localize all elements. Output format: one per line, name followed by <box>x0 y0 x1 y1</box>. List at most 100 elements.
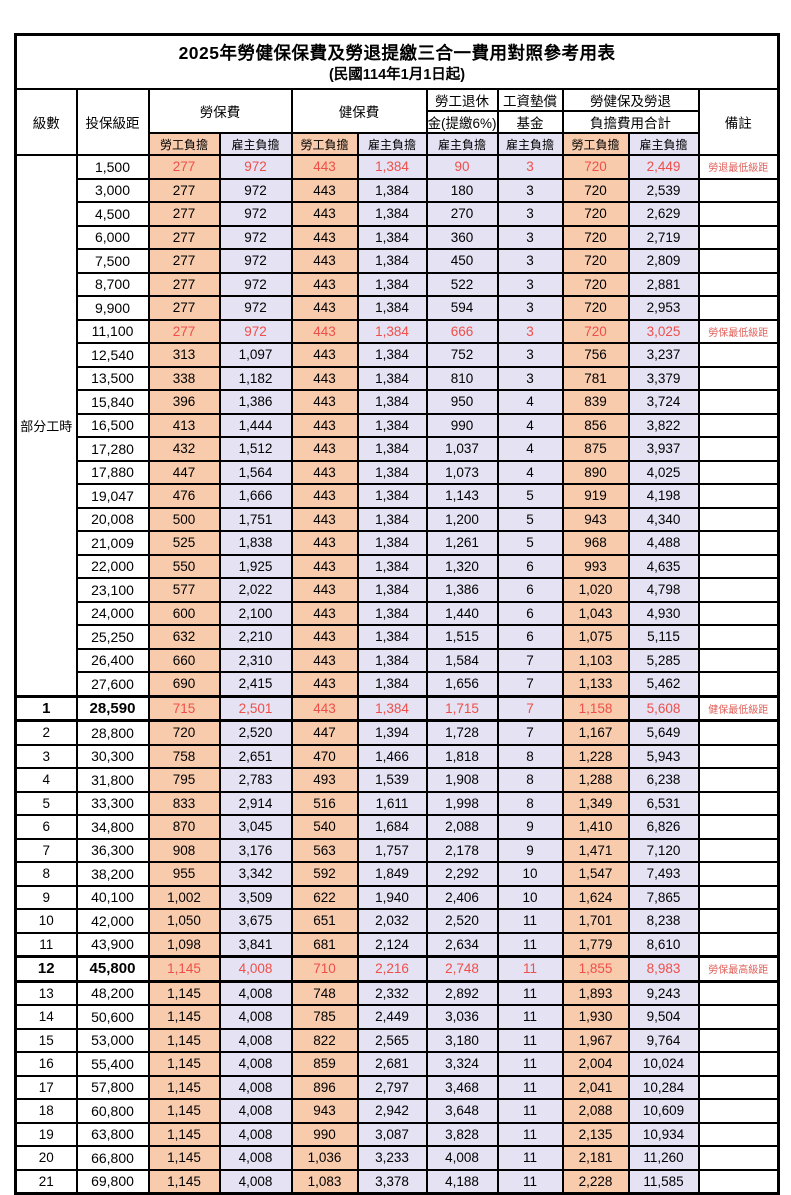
value-cell: 4,008 <box>218 1027 293 1053</box>
value-cell: 972 <box>218 295 293 321</box>
table-row: 3 30,300 758 2,651 470 1,466 1,818 8 1,228 5,943 <box>14 743 780 769</box>
value-cell: 1,182 <box>218 365 293 391</box>
value-cell: 3,087 <box>356 1121 428 1147</box>
value-cell: 870 <box>147 814 221 840</box>
value-cell: 720 <box>561 224 630 250</box>
value-cell: 2,088 <box>425 814 499 840</box>
value-cell: 1,167 <box>561 719 630 746</box>
value-cell: 11,585 <box>627 1168 700 1195</box>
value-cell: 5 <box>496 530 564 556</box>
value-cell: 1,384 <box>356 600 428 626</box>
value-cell: 1,410 <box>561 814 630 840</box>
value-cell: 9,504 <box>627 1004 700 1030</box>
remark-cell <box>697 743 780 769</box>
value-cell: 9 <box>496 814 564 840</box>
value-cell: 1,440 <box>425 600 499 626</box>
value-cell: 443 <box>290 600 359 626</box>
value-cell: 2,022 <box>218 577 293 603</box>
value-cell: 11 <box>496 1074 564 1100</box>
title-row: 2025年勞健保保費及勞退提繳三合一費用對照參考用表 (民國114年1月1日起) <box>14 33 780 90</box>
remark-cell: 勞保最低級距 <box>697 318 780 344</box>
level-cell: 15 <box>14 1027 78 1053</box>
value-cell: 1,145 <box>147 955 221 983</box>
value-cell: 856 <box>561 412 630 438</box>
value-cell: 1,384 <box>356 365 428 391</box>
table-row: 13 48,200 1,145 4,008 748 2,332 2,892 11 1,893 9,… <box>14 980 780 1006</box>
value-cell: 1,384 <box>356 177 428 203</box>
value-cell: 443 <box>290 483 359 509</box>
table-row: 17,880 447 1,564 443 1,384 1,073 4 890 4,025 <box>16 459 780 485</box>
value-cell: 1,384 <box>356 318 428 344</box>
value-cell: 90 <box>425 154 499 180</box>
value-cell: 1,384 <box>356 224 428 250</box>
level-group-label: 部分工時 <box>14 154 78 697</box>
value-cell: 4 <box>496 412 564 438</box>
value-cell: 4,025 <box>627 459 700 485</box>
value-cell: 1,002 <box>147 884 221 910</box>
value-cell: 4,008 <box>218 1004 293 1030</box>
value-cell: 3,675 <box>218 908 293 934</box>
table-row: 18 60,800 1,145 4,008 943 2,942 3,648 11 2,088 10… <box>14 1098 780 1124</box>
value-cell: 2,942 <box>356 1098 428 1124</box>
value-cell: 972 <box>218 271 293 297</box>
remark-cell <box>697 248 780 274</box>
value-cell: 4,008 <box>218 1121 293 1147</box>
value-cell: 3,237 <box>627 342 700 368</box>
value-cell: 7 <box>496 719 564 746</box>
value-cell: 6 <box>496 577 564 603</box>
remark-cell: 勞保最高級距 <box>697 955 780 983</box>
value-cell: 1,715 <box>425 694 499 722</box>
value-cell: 3 <box>496 295 564 321</box>
value-cell: 4,198 <box>627 483 700 509</box>
value-cell: 443 <box>290 389 359 415</box>
remark-cell <box>697 271 780 297</box>
value-cell: 756 <box>561 342 630 368</box>
bracket-cell: 45,800 <box>75 955 150 983</box>
value-cell: 5,285 <box>627 647 700 673</box>
table-row: 27,600 690 2,415 443 1,384 1,656 7 1,133 5,462 <box>16 671 780 697</box>
value-cell: 1,320 <box>425 553 499 579</box>
bracket-cell: 48,200 <box>75 980 150 1006</box>
value-cell: 2,565 <box>356 1027 428 1053</box>
value-cell: 2,415 <box>218 671 293 697</box>
value-cell: 1,145 <box>147 1121 221 1147</box>
value-cell: 4,188 <box>425 1168 499 1195</box>
value-cell: 1,384 <box>356 577 428 603</box>
table-row: 26,400 660 2,310 443 1,384 1,584 7 1,103 5,285 <box>16 647 780 673</box>
value-cell: 6,238 <box>627 767 700 793</box>
remark-cell <box>697 577 780 603</box>
remark-cell <box>697 1027 780 1053</box>
table-row: 12,540 313 1,097 443 1,384 752 3 756 3,237 <box>16 342 780 368</box>
remark-cell <box>697 624 780 650</box>
value-cell: 752 <box>425 342 499 368</box>
value-cell: 3,025 <box>627 318 700 344</box>
value-cell: 3,724 <box>627 389 700 415</box>
value-cell: 1,384 <box>356 436 428 462</box>
value-cell: 443 <box>290 624 359 650</box>
value-cell: 443 <box>290 694 359 722</box>
table-row: 6 34,800 870 3,045 540 1,684 2,088 9 1,410 6,826 <box>14 814 780 840</box>
value-cell: 1,288 <box>561 767 630 793</box>
value-cell: 4,008 <box>218 955 293 983</box>
remark-cell <box>697 861 780 887</box>
table-row: 11,100 277 972 443 1,384 666 3 720 3,025 勞保最低級距 <box>16 318 780 344</box>
table-row: 4,500 277 972 443 1,384 270 3 720 2,629 <box>16 201 780 227</box>
value-cell: 2,449 <box>627 154 700 180</box>
value-cell: 6,531 <box>627 790 700 816</box>
table-row: 20,008 500 1,751 443 1,384 1,200 5 943 4,340 <box>16 506 780 532</box>
value-cell: 443 <box>290 412 359 438</box>
value-cell: 1,145 <box>147 1074 221 1100</box>
value-cell: 833 <box>147 790 221 816</box>
value-cell: 1,855 <box>561 955 630 983</box>
level-cell: 18 <box>14 1098 78 1124</box>
level-cell: 14 <box>14 1004 78 1030</box>
value-cell: 1,384 <box>356 694 428 722</box>
value-cell: 1,037 <box>425 436 499 462</box>
value-cell: 2,310 <box>218 647 293 673</box>
level-cell: 6 <box>14 814 78 840</box>
level-cell: 3 <box>14 743 78 769</box>
bracket-cell: 38,200 <box>75 861 150 887</box>
value-cell: 277 <box>147 271 221 297</box>
value-cell: 758 <box>147 743 221 769</box>
value-cell: 1,384 <box>356 483 428 509</box>
